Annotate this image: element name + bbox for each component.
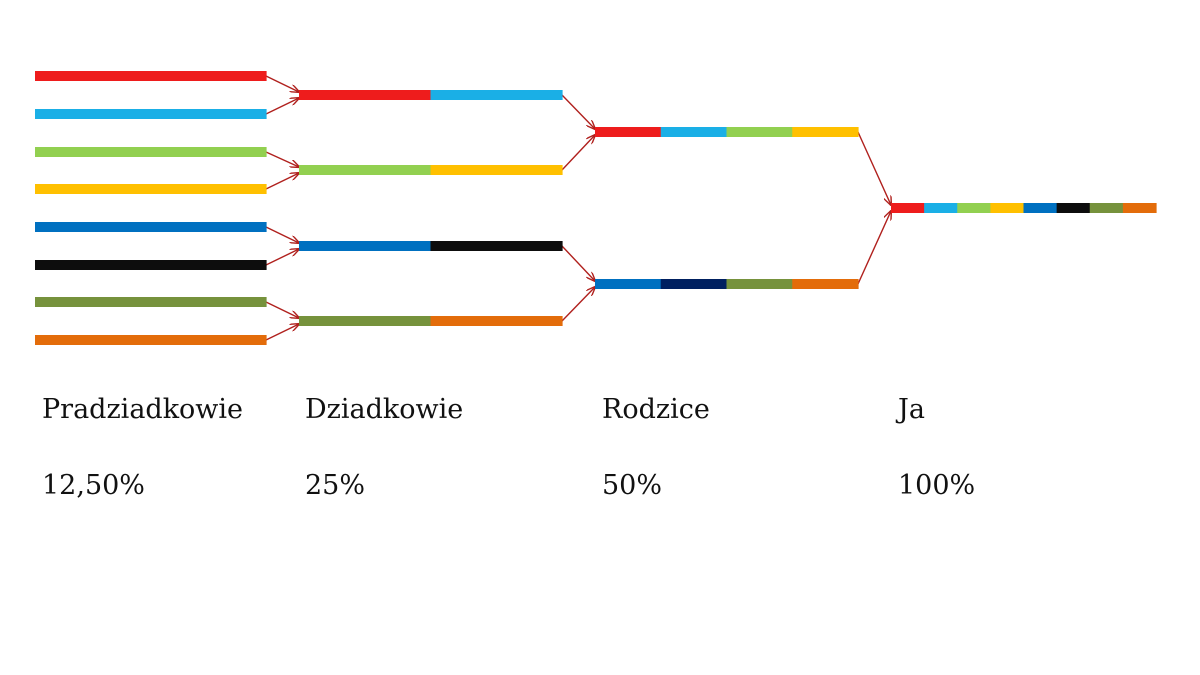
bars-layer xyxy=(35,71,1157,345)
generation-name-parents: Rodzice xyxy=(602,394,710,425)
generation-percent-great-grandparents: 12,50% xyxy=(42,470,145,501)
lineage-segment-great-grandparents-6-0 xyxy=(35,297,267,307)
lineage-segment-grandparents-0-1 xyxy=(430,90,563,100)
lineage-segment-parents-1-3 xyxy=(792,279,859,289)
inheritance-arrow-grandparents-2 xyxy=(561,245,595,281)
generation-percent-self: 100% xyxy=(898,470,976,501)
lineage-segment-self-0-3 xyxy=(990,203,1025,213)
lineage-segment-parents-0-2 xyxy=(726,127,793,137)
lineage-segment-great-grandparents-0-0 xyxy=(35,71,267,81)
lineage-segment-self-0-7 xyxy=(1122,203,1157,213)
generation-name-self: Ja xyxy=(898,394,925,425)
lineage-segment-grandparents-2-1 xyxy=(430,241,563,251)
inheritance-arrow-great-grandparents-6 xyxy=(265,301,299,318)
lineage-segment-great-grandparents-3-0 xyxy=(35,184,267,194)
arrows-layer xyxy=(265,75,891,341)
lineage-segment-great-grandparents-7-0 xyxy=(35,335,267,345)
lineage-segment-parents-0-3 xyxy=(792,127,859,137)
inheritance-arrow-grandparents-1 xyxy=(561,135,595,171)
inheritance-arrow-great-grandparents-5 xyxy=(265,249,299,266)
lineage-segment-self-0-1 xyxy=(924,203,958,213)
inheritance-arrow-parents-0 xyxy=(857,131,891,205)
inheritance-arrow-parents-1 xyxy=(857,211,891,285)
lineage-segment-parents-1-0 xyxy=(595,279,662,289)
lineage-segment-grandparents-3-1 xyxy=(430,316,563,326)
lineage-segment-great-grandparents-1-0 xyxy=(35,109,267,119)
lineage-segment-self-0-2 xyxy=(957,203,991,213)
generation-name-grandparents: Dziadkowie xyxy=(305,394,464,425)
lineage-segment-great-grandparents-4-0 xyxy=(35,222,267,232)
inheritance-arrow-great-grandparents-1 xyxy=(265,98,299,115)
generation-name-great-grandparents: Pradziadkowie xyxy=(42,394,244,425)
lineage-segment-grandparents-1-1 xyxy=(430,165,563,175)
lineage-segment-great-grandparents-5-0 xyxy=(35,260,267,270)
lineage-segment-great-grandparents-2-0 xyxy=(35,147,267,157)
generation-percent-grandparents: 25% xyxy=(305,470,366,501)
lineage-segment-grandparents-3-0 xyxy=(299,316,432,326)
lineage-segment-parents-0-0 xyxy=(595,127,662,137)
lineage-segment-grandparents-1-0 xyxy=(299,165,432,175)
lineage-segment-self-0-6 xyxy=(1089,203,1124,213)
inheritance-arrow-great-grandparents-0 xyxy=(265,75,299,92)
lineage-segment-parents-1-1 xyxy=(660,279,728,289)
generation-percent-parents: 50% xyxy=(602,470,663,501)
lineage-segment-grandparents-2-0 xyxy=(299,241,432,251)
lineage-segment-self-0-4 xyxy=(1023,203,1058,213)
lineage-segment-parents-0-1 xyxy=(660,127,728,137)
lineage-segment-self-0-5 xyxy=(1056,203,1091,213)
inheritance-arrow-grandparents-0 xyxy=(561,94,595,129)
inheritance-arrow-great-grandparents-3 xyxy=(265,173,299,190)
lineage-segment-parents-1-2 xyxy=(726,279,793,289)
inheritance-arrow-great-grandparents-7 xyxy=(265,324,299,341)
inheritance-arrow-great-grandparents-4 xyxy=(265,226,299,243)
inheritance-arrow-grandparents-3 xyxy=(561,287,595,322)
inheritance-arrow-great-grandparents-2 xyxy=(265,151,299,167)
lineage-segment-self-0-0 xyxy=(891,203,925,213)
lineage-segment-grandparents-0-0 xyxy=(299,90,432,100)
